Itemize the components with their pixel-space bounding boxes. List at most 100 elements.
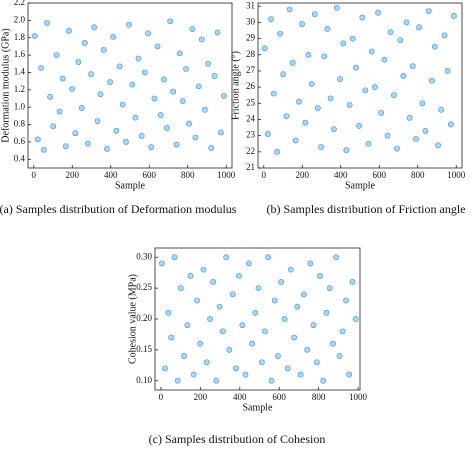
point <box>265 254 272 261</box>
point <box>88 71 95 78</box>
point <box>286 6 293 13</box>
y-tick-label: 26 <box>246 81 256 91</box>
point <box>318 144 325 150</box>
point <box>281 316 288 322</box>
point <box>425 8 432 14</box>
point <box>203 359 210 366</box>
point <box>189 26 196 32</box>
y-tick-label: 21 <box>246 162 255 172</box>
point <box>195 83 202 90</box>
point <box>444 68 451 74</box>
point <box>291 334 298 341</box>
point <box>216 303 223 310</box>
x-axis-title: Sample <box>345 180 376 191</box>
point <box>187 272 194 279</box>
point <box>179 98 186 105</box>
point <box>375 9 381 16</box>
point <box>428 77 435 84</box>
point <box>100 46 107 53</box>
point <box>311 11 318 18</box>
point <box>343 147 350 154</box>
point <box>403 19 410 26</box>
point <box>221 93 227 99</box>
point <box>40 146 47 153</box>
point <box>400 72 407 79</box>
point <box>211 73 218 79</box>
point <box>406 114 413 121</box>
point <box>223 254 230 261</box>
point <box>330 126 337 133</box>
point <box>419 100 426 107</box>
point <box>94 118 101 125</box>
point <box>451 13 457 19</box>
point <box>337 76 343 82</box>
point <box>236 272 242 279</box>
point <box>205 60 212 67</box>
point <box>304 346 311 353</box>
point <box>135 55 142 62</box>
point <box>346 371 353 378</box>
point <box>333 254 340 261</box>
point <box>148 144 155 151</box>
point <box>214 29 221 36</box>
point <box>145 30 151 37</box>
point <box>336 353 343 359</box>
point <box>378 110 385 116</box>
point <box>66 27 72 34</box>
point <box>226 346 233 353</box>
point <box>123 139 129 145</box>
point <box>151 95 158 102</box>
point <box>165 309 172 316</box>
point <box>447 121 454 128</box>
point <box>278 279 285 285</box>
point <box>261 45 268 52</box>
point <box>75 59 82 65</box>
point <box>154 43 161 50</box>
point <box>275 353 281 359</box>
plot-frame <box>27 2 233 169</box>
x-tick-label: 800 <box>411 170 425 180</box>
point <box>184 322 191 329</box>
point <box>346 102 353 108</box>
x-tick-label: 600 <box>142 170 156 180</box>
x-tick-label: 1000 <box>217 170 236 180</box>
y-tick-label: 22 <box>246 146 255 156</box>
x-tick-label: 200 <box>194 392 208 402</box>
caption: (a) Samples distribution of Deformation … <box>0 202 237 216</box>
point <box>289 59 296 66</box>
point <box>264 131 271 137</box>
point <box>268 377 275 384</box>
point <box>213 377 220 384</box>
y-tick-label: 0.4 <box>14 153 26 163</box>
point <box>38 65 44 72</box>
y-tick-label: 2.2 <box>14 0 25 7</box>
point <box>168 334 175 341</box>
point <box>441 32 448 39</box>
point <box>107 79 113 85</box>
point <box>113 127 120 134</box>
point <box>299 21 305 27</box>
point <box>317 272 323 279</box>
point <box>297 371 304 378</box>
point <box>327 95 334 102</box>
point <box>292 137 299 144</box>
y-tick-label: 24 <box>246 114 256 124</box>
point <box>268 16 274 23</box>
point <box>72 130 79 137</box>
point <box>349 35 356 42</box>
point <box>44 20 50 26</box>
point <box>119 101 126 108</box>
point <box>47 93 54 100</box>
y-tick-label: 31 <box>246 0 255 10</box>
point <box>91 24 98 31</box>
caption: (c) Samples distribution of Cohesion <box>149 432 326 446</box>
point <box>320 377 327 384</box>
x-tick-label: 400 <box>334 170 348 180</box>
point <box>198 36 205 43</box>
x-tick-label: 400 <box>104 170 118 180</box>
point <box>323 309 330 316</box>
x-tick-label: 800 <box>181 170 195 180</box>
point <box>50 123 57 130</box>
point <box>310 322 317 329</box>
caption: (b) Samples distribution of Friction ang… <box>267 202 466 216</box>
